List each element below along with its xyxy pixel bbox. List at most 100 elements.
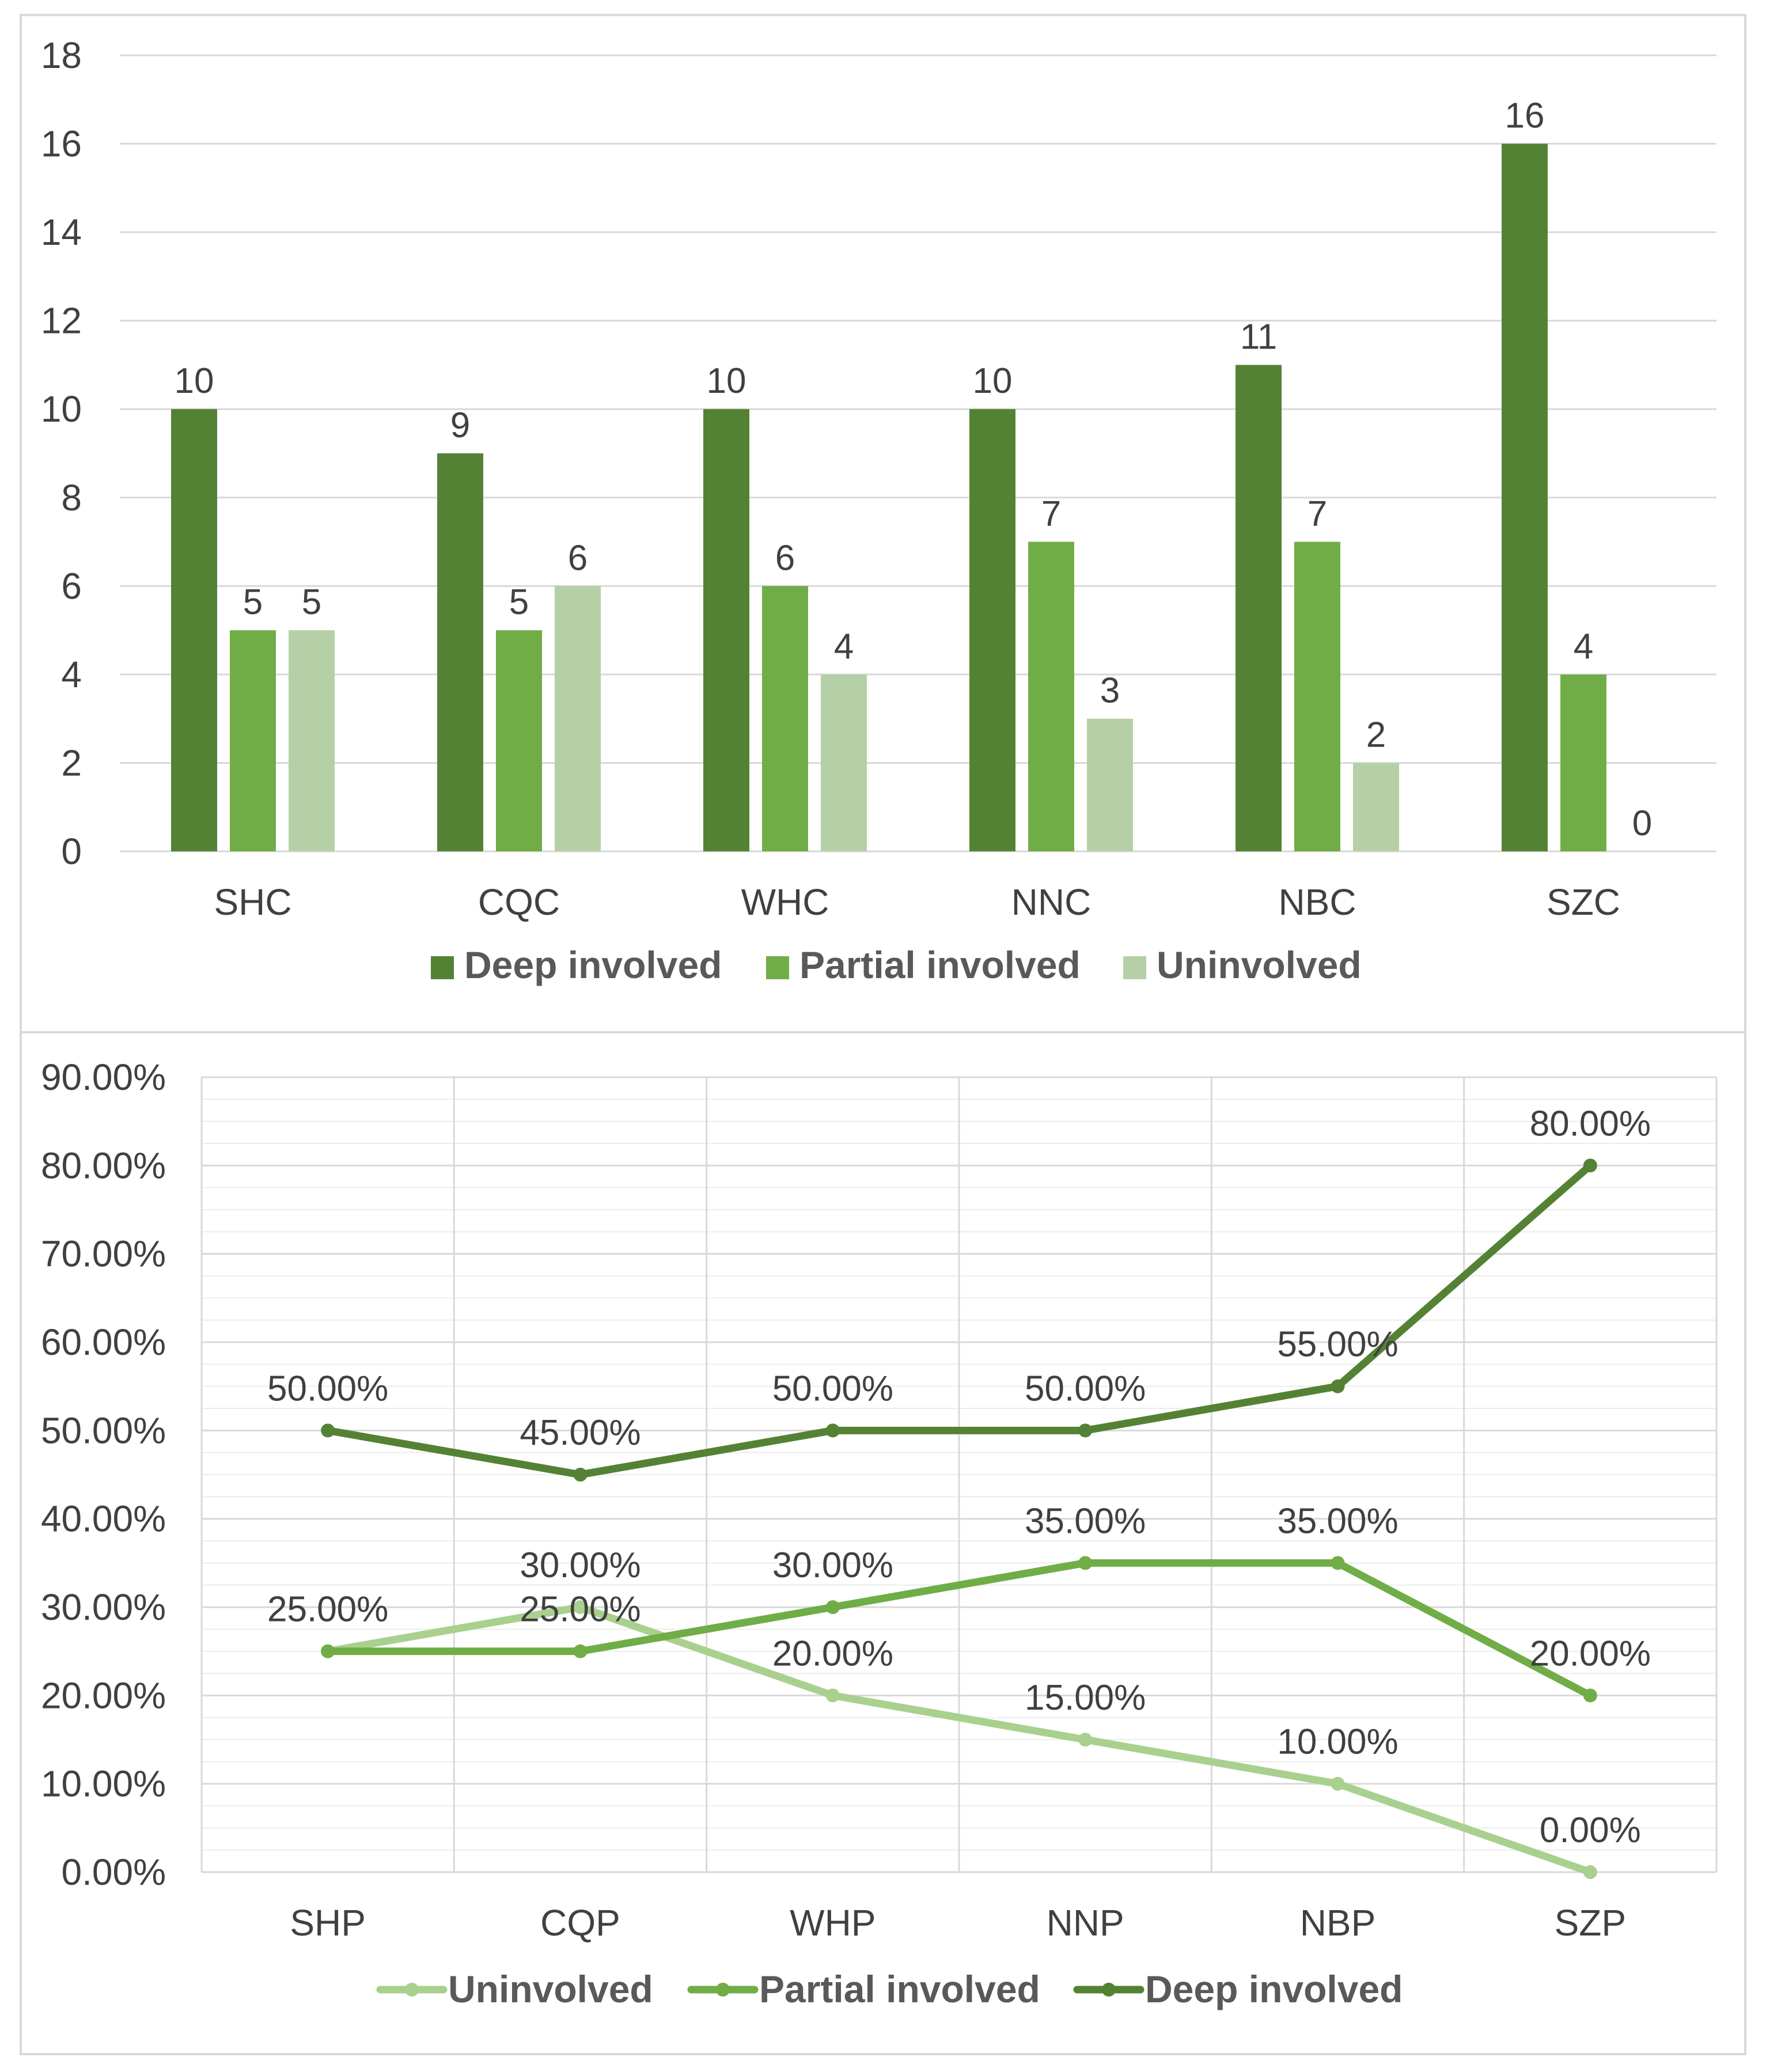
bar-data-label: 5 bbox=[509, 582, 529, 622]
bar-y-tick-label: 14 bbox=[41, 211, 82, 253]
bar-x-tick-label-shc: SHC bbox=[214, 881, 291, 923]
bar-y-tick-label: 4 bbox=[61, 654, 82, 695]
line-series-partial-involved bbox=[324, 1559, 1594, 1699]
bar-data-label: 7 bbox=[1041, 494, 1061, 534]
bar-data-label: 10 bbox=[175, 361, 214, 401]
bar-x-tick-label-cqc: CQC bbox=[478, 881, 560, 923]
bar-y-tick-label: 12 bbox=[41, 300, 82, 342]
bar-data-label: 3 bbox=[1100, 671, 1120, 711]
line-point-partial-involved-nbp bbox=[1331, 1556, 1345, 1570]
line-legend-marker-partial-involved bbox=[716, 1983, 730, 1997]
line-point-partial-involved-shp bbox=[321, 1644, 335, 1658]
line-point-deep-involved-shp bbox=[321, 1423, 335, 1438]
bar-data-label: 5 bbox=[243, 582, 263, 622]
bar-data-label: 6 bbox=[568, 538, 588, 578]
line-point-uninvolved-whp bbox=[825, 1688, 840, 1703]
bar-deep-involved-shc bbox=[171, 409, 217, 851]
line-point-deep-involved-nbp bbox=[1331, 1379, 1345, 1393]
bar-data-label: 10 bbox=[707, 361, 746, 401]
bar-legend-swatch-partial-involved bbox=[766, 956, 789, 979]
line-y-tick-label: 90.00% bbox=[41, 1056, 166, 1098]
bar-partial-involved-nnc bbox=[1028, 541, 1074, 851]
line-data-label: 10.00% bbox=[1277, 1722, 1398, 1762]
line-data-label: 80.00% bbox=[1530, 1104, 1651, 1143]
line-legend-label-uninvolved: Uninvolved bbox=[448, 1968, 653, 2010]
bar-data-label: 9 bbox=[450, 406, 470, 445]
bar-y-tick-label: 10 bbox=[41, 388, 82, 430]
line-data-label: 15.00% bbox=[1025, 1678, 1146, 1718]
bar-x-tick-label-whc: WHC bbox=[741, 881, 829, 923]
line-data-label: 50.00% bbox=[772, 1369, 893, 1408]
line-point-deep-involved-cqp bbox=[573, 1468, 588, 1482]
bar-legend-label-deep-involved: Deep involved bbox=[464, 944, 722, 986]
bar-partial-involved-whc bbox=[762, 586, 808, 851]
bar-y-tick-label: 0 bbox=[61, 831, 82, 872]
line-y-tick-label: 20.00% bbox=[41, 1675, 166, 1716]
line-point-deep-involved-nnp bbox=[1078, 1423, 1093, 1438]
line-x-tick-label-cqp: CQP bbox=[540, 1902, 620, 1944]
bar-uninvolved-whc bbox=[821, 674, 867, 851]
line-x-tick-label-nbp: NBP bbox=[1300, 1902, 1376, 1944]
bar-uninvolved-cqc bbox=[555, 586, 601, 851]
line-data-label: 35.00% bbox=[1277, 1501, 1398, 1541]
bar-partial-involved-shc bbox=[230, 630, 276, 851]
line-data-label: 50.00% bbox=[267, 1369, 388, 1408]
bar-partial-involved-cqc bbox=[496, 630, 542, 851]
bar-partial-involved-nbc bbox=[1294, 541, 1340, 851]
bar-y-tick-label: 18 bbox=[41, 35, 82, 76]
line-legend-label-deep-involved: Deep involved bbox=[1145, 1968, 1403, 2010]
bar-data-label: 10 bbox=[973, 361, 1013, 401]
line-x-tick-label-nnp: NNP bbox=[1047, 1902, 1124, 1944]
bar-data-label: 7 bbox=[1308, 494, 1327, 534]
line-data-label: 25.00% bbox=[267, 1590, 388, 1630]
bar-data-label: 5 bbox=[302, 582, 321, 622]
line-y-tick-label: 10.00% bbox=[41, 1763, 166, 1805]
bar-data-label: 2 bbox=[1366, 715, 1386, 755]
bar-legend-swatch-deep-involved bbox=[431, 956, 454, 979]
line-data-label: 25.00% bbox=[267, 1590, 388, 1630]
bar-y-tick-label: 8 bbox=[61, 477, 82, 518]
line-data-label: 30.00% bbox=[520, 1546, 641, 1585]
bar-legend-label-partial-involved: Partial involved bbox=[799, 944, 1081, 986]
bar-deep-involved-nnc bbox=[969, 409, 1015, 851]
line-point-partial-involved-szp bbox=[1583, 1688, 1597, 1703]
bar-deep-involved-cqc bbox=[437, 453, 483, 851]
line-point-partial-involved-cqp bbox=[573, 1644, 588, 1658]
bar-uninvolved-nnc bbox=[1087, 718, 1133, 851]
line-legend-label-partial-involved: Partial involved bbox=[759, 1968, 1040, 2010]
line-x-tick-label-whp: WHP bbox=[790, 1902, 876, 1944]
bar-data-label: 11 bbox=[1240, 317, 1277, 357]
bar-uninvolved-nbc bbox=[1353, 763, 1399, 851]
line-data-label: 35.00% bbox=[1025, 1501, 1146, 1541]
line-point-deep-involved-whp bbox=[825, 1423, 840, 1438]
line-point-uninvolved-nbp bbox=[1331, 1776, 1345, 1791]
bar-x-tick-label-nbc: NBC bbox=[1278, 881, 1356, 923]
line-x-tick-label-shp: SHP bbox=[290, 1902, 366, 1944]
bar-deep-involved-whc bbox=[703, 409, 749, 851]
bar-legend-label-uninvolved: Uninvolved bbox=[1157, 944, 1362, 986]
line-legend-marker-uninvolved bbox=[405, 1983, 419, 1997]
line-point-uninvolved-szp bbox=[1583, 1865, 1597, 1879]
line-series-deep-involved bbox=[324, 1161, 1594, 1479]
line-point-uninvolved-cqp bbox=[573, 1600, 588, 1614]
line-point-partial-involved-whp bbox=[825, 1600, 840, 1614]
bar-data-label: 6 bbox=[775, 538, 795, 578]
bar-deep-involved-szc bbox=[1502, 143, 1548, 852]
bar-y-tick-label: 6 bbox=[61, 565, 82, 607]
line-chart-frame bbox=[20, 1031, 1746, 2055]
line-x-tick-label-szp: SZP bbox=[1555, 1902, 1626, 1944]
line-data-label: 45.00% bbox=[520, 1413, 641, 1453]
bar-y-tick-label: 2 bbox=[61, 742, 82, 783]
line-series-uninvolved bbox=[324, 1603, 1594, 1876]
line-y-tick-label: 60.00% bbox=[41, 1321, 166, 1363]
line-point-partial-involved-nnp bbox=[1078, 1556, 1093, 1570]
line-data-label: 25.00% bbox=[520, 1590, 641, 1630]
bar-legend-swatch-uninvolved bbox=[1123, 956, 1146, 979]
bar-partial-involved-szc bbox=[1560, 674, 1606, 851]
line-chart: 0.00% 10.00% 20.00% 30.00% 40.00% 50.00% 60.00… bbox=[41, 1056, 1718, 2010]
line-y-tick-label: 0.00% bbox=[62, 1851, 166, 1893]
line-point-uninvolved-nnp bbox=[1078, 1733, 1093, 1747]
line-legend-marker-deep-involved bbox=[1102, 1983, 1116, 1997]
line-data-label: 50.00% bbox=[1025, 1369, 1146, 1408]
